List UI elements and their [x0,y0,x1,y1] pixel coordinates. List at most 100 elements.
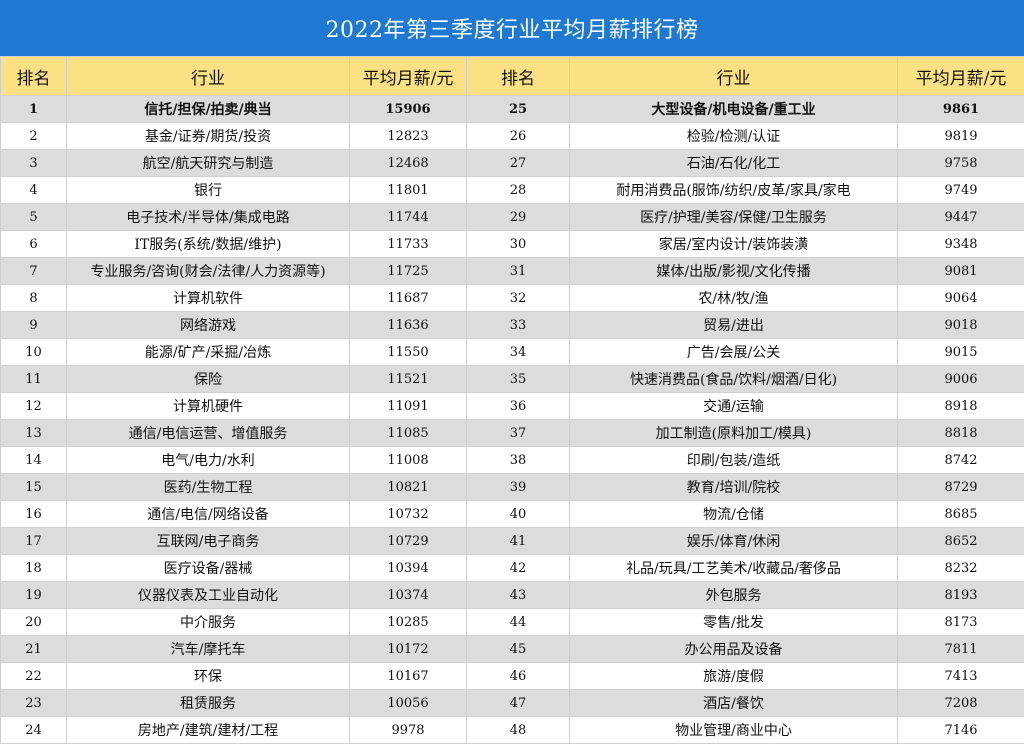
salary-cell: 10374 [349,581,467,609]
industry-cell: 零售/批发 [569,608,898,636]
industry-cell: 检验/检测/认证 [569,122,898,150]
rank-cell: 2 [0,122,67,150]
industry-cell: 租赁服务 [66,689,350,717]
table-row: 10 能源/矿产/采掘/冶炼 11550 34 广告/会展/公关 9015 [0,338,1024,366]
industry-cell: 银行 [66,176,350,204]
rank-cell: 47 [466,689,570,717]
rank-cell: 40 [466,500,570,528]
salary-cell: 8193 [897,581,1024,609]
rank-cell: 11 [0,365,67,393]
rank-cell: 17 [0,527,67,555]
industry-cell: 计算机软件 [66,284,350,312]
header-row: 排名 行业 平均月薪/元 排名 行业 平均月薪/元 [0,56,1024,96]
industry-cell: 航空/航天研究与制造 [66,149,350,177]
industry-cell: 大型设备/机电设备/重工业 [569,95,898,123]
industry-cell: 电气/电力/水利 [66,446,350,474]
rank-cell: 37 [466,419,570,447]
table-row: 21 汽车/摩托车 10172 45 办公用品及设备 7811 [0,635,1024,663]
salary-cell: 7811 [897,635,1024,663]
industry-cell: 能源/矿产/采掘/冶炼 [66,338,350,366]
industry-cell: 印刷/包装/造纸 [569,446,898,474]
table-row: 24 房地产/建筑/建材/工程 9978 48 物业管理/商业中心 7146 [0,716,1024,744]
rank-cell: 48 [466,716,570,744]
rank-cell: 4 [0,176,67,204]
salary-cell: 7413 [897,662,1024,690]
table-row: 12 计算机硬件 11091 36 交通/运输 8918 [0,392,1024,420]
industry-cell: IT服务(系统/数据/维护) [66,230,350,258]
salary-ranking-table: 排名 行业 平均月薪/元 排名 行业 平均月薪/元 1 信托/担保/拍卖/典当 15… [0,56,1024,744]
rank-cell: 36 [466,392,570,420]
rank-cell: 12 [0,392,67,420]
industry-cell: 通信/电信/网络设备 [66,500,350,528]
rank-cell: 1 [0,95,67,123]
table-row: 6 IT服务(系统/数据/维护) 11733 30 家居/室内设计/装饰装潢 9348 [0,230,1024,258]
rank-cell: 7 [0,257,67,285]
salary-cell: 11725 [349,257,467,285]
salary-cell: 9081 [897,257,1024,285]
salary-cell: 12823 [349,122,467,150]
rank-cell: 13 [0,419,67,447]
industry-cell: 媒体/出版/影视/文化传播 [569,257,898,285]
table-row: 4 银行 11801 28 耐用消费品(服饰/纺织/皮革/家具/家电 9749 [0,176,1024,204]
rank-cell: 5 [0,203,67,231]
salary-cell: 8742 [897,446,1024,474]
table-row: 2 基金/证券/期货/投资 12823 26 检验/检测/认证 9819 [0,122,1024,150]
salary-cell: 11636 [349,311,467,339]
salary-cell: 9749 [897,176,1024,204]
salary-cell: 7146 [897,716,1024,744]
rank-cell: 34 [466,338,570,366]
rank-cell: 10 [0,338,67,366]
table-row: 22 环保 10167 46 旅游/度假 7413 [0,662,1024,690]
industry-cell: 交通/运输 [569,392,898,420]
salary-cell: 11091 [349,392,467,420]
industry-cell: 仪器仪表及工业自动化 [66,581,350,609]
table-row: 9 网络游戏 11636 33 贸易/进出 9018 [0,311,1024,339]
industry-cell: 互联网/电子商务 [66,527,350,555]
rank-cell: 6 [0,230,67,258]
salary-cell: 11687 [349,284,467,312]
industry-cell: 专业服务/咨询(财会/法律/人力资源等) [66,257,350,285]
industry-cell: 教育/培训/院校 [569,473,898,501]
salary-cell: 11733 [349,230,467,258]
rank-cell: 8 [0,284,67,312]
salary-cell: 9447 [897,203,1024,231]
salary-cell: 12468 [349,149,467,177]
rank-cell: 46 [466,662,570,690]
salary-cell: 9064 [897,284,1024,312]
industry-cell: 家居/室内设计/装饰装潢 [569,230,898,258]
salary-cell: 10732 [349,500,467,528]
rank-cell: 30 [466,230,570,258]
industry-cell: 旅游/度假 [569,662,898,690]
table-row: 8 计算机软件 11687 32 农/林/牧/渔 9064 [0,284,1024,312]
industry-cell: 医药/生物工程 [66,473,350,501]
table-row: 5 电子技术/半导体/集成电路 11744 29 医疗/护理/美容/保健/卫生服务 944… [0,203,1024,231]
header-salary-left: 平均月薪/元 [349,56,467,96]
industry-cell: 环保 [66,662,350,690]
industry-cell: 娱乐/体育/休闲 [569,527,898,555]
rank-cell: 42 [466,554,570,582]
table-row: 13 通信/电信运营、增值服务 11085 37 加工制造(原料加工/模具) 8818 [0,419,1024,447]
table-row: 16 通信/电信/网络设备 10732 40 物流/仓储 8685 [0,500,1024,528]
salary-cell: 8173 [897,608,1024,636]
table-row: 19 仪器仪表及工业自动化 10374 43 外包服务 8193 [0,581,1024,609]
salary-cell: 15906 [349,95,467,123]
salary-cell: 10056 [349,689,467,717]
rank-cell: 15 [0,473,67,501]
industry-cell: 外包服务 [569,581,898,609]
industry-cell: 保险 [66,365,350,393]
industry-cell: 计算机硬件 [66,392,350,420]
salary-cell: 8918 [897,392,1024,420]
salary-cell: 9819 [897,122,1024,150]
industry-cell: 礼品/玩具/工艺美术/收藏品/奢侈品 [569,554,898,582]
rank-cell: 18 [0,554,67,582]
salary-cell: 10729 [349,527,467,555]
header-rank-left: 排名 [0,56,67,96]
header-rank-right: 排名 [466,56,570,96]
industry-cell: 酒店/餐饮 [569,689,898,717]
rank-cell: 43 [466,581,570,609]
industry-cell: 医疗/护理/美容/保健/卫生服务 [569,203,898,231]
rank-cell: 45 [466,635,570,663]
industry-cell: 农/林/牧/渔 [569,284,898,312]
table-body: 1 信托/担保/拍卖/典当 15906 25 大型设备/机电设备/重工业 9861 2 基金/… [0,95,1024,744]
salary-cell: 10172 [349,635,467,663]
